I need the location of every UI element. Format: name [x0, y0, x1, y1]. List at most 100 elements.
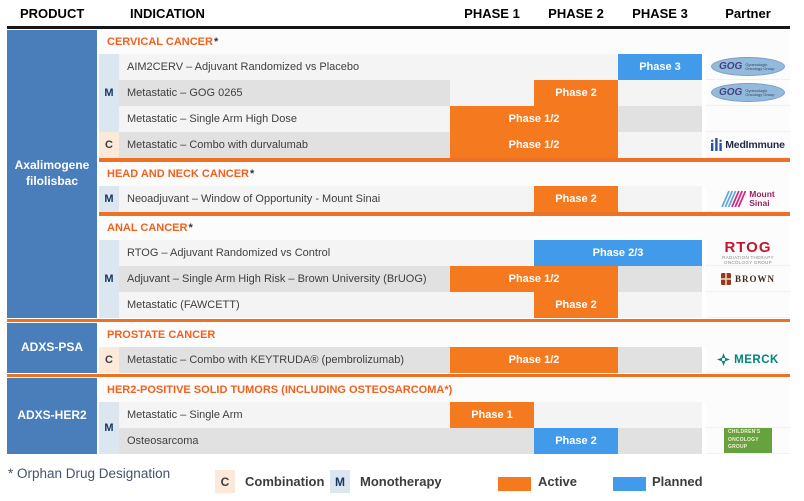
- medimmune-icon: [711, 138, 723, 151]
- phase-bar: Phase 1/2: [450, 347, 618, 373]
- partner-logo-mount-sinai: Mount Sinai: [721, 189, 775, 208]
- partner-logo-childrens-oncology-group: CHILDREN'S ONCOLOGY GROUP: [724, 428, 772, 453]
- product-group: Axalimogene filolisbac CERVICAL CANCER * AI…: [7, 30, 790, 318]
- indication-cell: Metastatic – GOG 0265 Phase 2: [119, 80, 702, 106]
- group-content: HER2-POSITIVE SOLID TUMORS (INCLUDING OS…: [99, 378, 790, 454]
- pipeline-row: Osteosarcoma Phase 2 CHILDREN'S ONCOLOGY GR…: [119, 428, 790, 454]
- phase-bar: Phase 3: [618, 54, 702, 80]
- pipeline-row: RTOG – Adjuvant Randomized vs Control Pha…: [99, 240, 790, 266]
- legend-planned-swatch: [613, 477, 646, 491]
- cancer-type-title: PROSTATE CANCER: [107, 329, 216, 341]
- orphan-asterisk: *: [188, 222, 193, 234]
- partner-cell: GOG Gynecologic Oncology Group: [706, 54, 790, 80]
- legend-active-swatch: [498, 477, 531, 491]
- cancer-type-title: ANAL CANCER: [107, 222, 188, 234]
- cancer-type-title: HER2-POSITIVE SOLID TUMORS (INCLUDING OS…: [107, 384, 453, 396]
- partner-logo-gog: GOG Gynecologic Oncology Group: [711, 57, 785, 76]
- pipeline-row: Metastatic – Single Arm High Dose Phase 1…: [99, 106, 790, 132]
- section-body: M Metastatic – Single Arm Phase 1 Osteosarc…: [99, 402, 790, 454]
- indication-label: Metastatic – GOG 0265: [127, 87, 243, 99]
- monotherapy-marker: M: [99, 186, 119, 212]
- column-header-product: PRODUCT: [20, 6, 85, 21]
- partner-cell: RTOG RADIATION THERAPY ONCOLOGY GROUP: [706, 240, 790, 266]
- indication-label: Neoadjuvant – Window of Opportunity - Mo…: [127, 193, 381, 205]
- partner-logo-brown: BROWN: [720, 272, 775, 285]
- indication-cell: Metastatic (FAWCETT) Phase 2: [119, 292, 702, 318]
- indication-label: Adjuvant – Single Arm High Risk – Brown …: [127, 273, 427, 285]
- monotherapy-marker: M: [99, 80, 119, 106]
- partner-column-gap: [702, 132, 706, 158]
- product-cell: ADXS-HER2: [7, 378, 97, 454]
- product-cell: ADXS-PSA: [7, 323, 97, 373]
- indication-cell: Metastatic – Single Arm High Dose Phase 1…: [119, 106, 702, 132]
- pipeline-table: Axalimogene filolisbac CERVICAL CANCER * AI…: [7, 30, 790, 454]
- column-header-phase1: PHASE 1: [464, 6, 520, 21]
- partner-logo-medimmune: MedImmune: [711, 138, 785, 151]
- cancer-type-title: CERVICAL CANCER: [107, 36, 213, 48]
- cancer-type-header: ANAL CANCER *: [99, 216, 790, 240]
- phase-bar: Phase 2: [534, 80, 618, 106]
- product-cell: Axalimogene filolisbac: [7, 30, 97, 318]
- partner-column-gap: [702, 266, 706, 292]
- indication-cell: Neoadjuvant – Window of Opportunity - Mo…: [119, 186, 702, 212]
- cancer-type-header: HEAD AND NECK CANCER *: [99, 162, 790, 186]
- section-divider: [99, 158, 790, 162]
- indication-cell: AIM2CERV – Adjuvant Randomized vs Placeb…: [119, 54, 702, 80]
- legend-combination-swatch: C: [215, 470, 235, 493]
- indication-label: Metastatic – Combo with KEYTRUDA® (pembr…: [127, 354, 405, 366]
- orphan-asterisk: *: [250, 168, 255, 180]
- pipeline-row: C Metastatic – Combo with KEYTRUDA® (pemb…: [99, 347, 790, 373]
- section-divider: [99, 212, 790, 216]
- phase-bar: Phase 1: [450, 402, 534, 428]
- pipeline-row: M Adjuvant – Single Arm High Risk – Brown…: [99, 266, 790, 292]
- phase-bar: Phase 1/2: [450, 106, 618, 132]
- partner-cell: [706, 292, 790, 318]
- indication-cell: Osteosarcoma Phase 2: [119, 428, 702, 454]
- column-header-phase3: PHASE 3: [632, 6, 688, 21]
- product-column-gap: [97, 378, 99, 454]
- marker-cell: [99, 54, 119, 80]
- partner-column-gap: [702, 240, 706, 266]
- indication-label: Metastatic – Single Arm High Dose: [127, 113, 297, 125]
- partner-column-gap: [702, 80, 706, 106]
- cancer-type-header: HER2-POSITIVE SOLID TUMORS (INCLUDING OS…: [99, 378, 790, 402]
- product-group: ADXS-HER2 HER2-POSITIVE SOLID TUMORS (INC…: [7, 378, 790, 454]
- phase-bar: Phase 1/2: [450, 266, 618, 292]
- pipeline-row: M Metastatic – GOG 0265 Phase 2 GOG Gyneco…: [99, 80, 790, 106]
- indication-label: AIM2CERV – Adjuvant Randomized vs Placeb…: [127, 61, 360, 73]
- legend-combination-label: Combination: [245, 474, 325, 489]
- indication-cell: Metastatic – Combo with KEYTRUDA® (pembr…: [119, 347, 702, 373]
- merck-icon: [717, 353, 731, 366]
- phase-bar: Phase 2/3: [534, 240, 702, 266]
- product-column-gap: [97, 30, 99, 318]
- pipeline-row: M Neoadjuvant – Window of Opportunity - M…: [99, 186, 790, 212]
- legend-planned-label: Planned: [652, 474, 703, 489]
- marker-cell: [99, 106, 119, 132]
- orphan-designation-footnote: * Orphan Drug Designation: [8, 466, 171, 481]
- partner-column-gap: [702, 347, 706, 373]
- product-group: ADXS-PSA PROSTATE CANCER C Metastatic – Com…: [7, 323, 790, 373]
- pipeline-row: Metastatic (FAWCETT) Phase 2: [99, 292, 790, 318]
- brown-crest-icon: [720, 272, 731, 285]
- indication-cell: Metastatic – Combo with durvalumab Phase …: [119, 132, 702, 158]
- column-header-phase2: PHASE 2: [548, 6, 604, 21]
- column-header-indication: INDICATION: [130, 6, 205, 21]
- partner-cell: MERCK: [706, 347, 790, 373]
- partner-cell: BROWN: [706, 266, 790, 292]
- partner-column-gap: [702, 292, 706, 318]
- partner-cell: [706, 106, 790, 132]
- partner-column-gap: [702, 186, 706, 212]
- partner-column-gap: [702, 428, 706, 454]
- indication-cell: Metastatic – Single Arm Phase 1: [119, 402, 702, 428]
- indication-cell: Adjuvant – Single Arm High Risk – Brown …: [119, 266, 702, 292]
- marker-cell: [99, 292, 119, 318]
- product-group-divider: [7, 373, 790, 378]
- legend-monotherapy-label: Monotherapy: [360, 474, 442, 489]
- partner-cell: MedImmune: [706, 132, 790, 158]
- cancer-type-header: CERVICAL CANCER *: [99, 30, 790, 54]
- group-content: PROSTATE CANCER C Metastatic – Combo with …: [99, 323, 790, 373]
- phase-bar: Phase 2: [534, 428, 618, 454]
- cancer-type-title: HEAD AND NECK CANCER: [107, 168, 249, 180]
- product-group-divider: [7, 318, 790, 323]
